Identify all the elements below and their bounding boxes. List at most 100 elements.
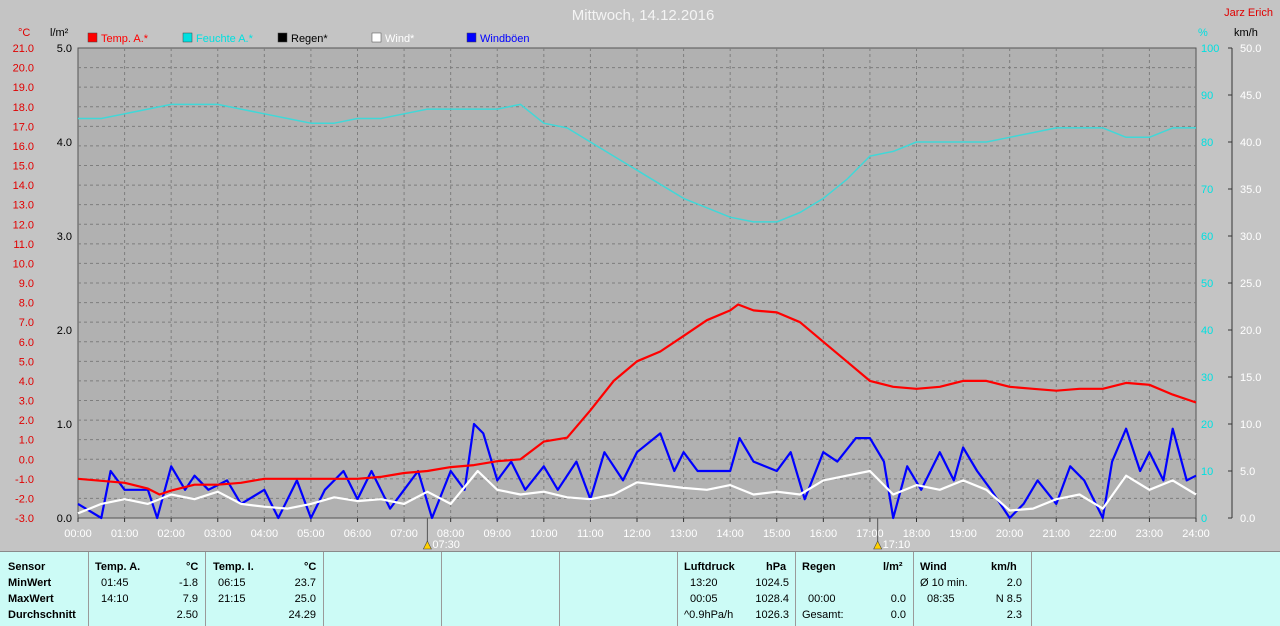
wind-unit: km/h: [991, 561, 1017, 573]
temp-tick-label: 2.0: [19, 415, 34, 427]
temp-tick-label: 14.0: [13, 180, 34, 192]
temp-tick-label: 18.0: [13, 102, 34, 114]
humidity-tick-label: 30: [1201, 372, 1213, 384]
pressure-min-value: 1024.5: [755, 577, 789, 589]
humidity-tick-label: 70: [1201, 184, 1213, 196]
temp-tick-label: -1.0: [15, 474, 34, 486]
temp-tick-label: 4.0: [19, 376, 34, 388]
temp-a-max-value: 7.9: [182, 593, 198, 605]
legend-label: Regen*: [291, 33, 328, 45]
temp-i-avg-value: 24.29: [288, 609, 316, 621]
wind-tick-label: 10.0: [1240, 419, 1261, 431]
rain-unit: l/m²: [883, 561, 903, 573]
temp-i-unit: °C: [304, 561, 317, 573]
wind-avg-value: 2.0: [1006, 577, 1022, 589]
x-tick-label: 09:00: [483, 528, 511, 540]
temp-tick-label: 11.0: [13, 239, 34, 251]
temp-unit-label: °C: [18, 27, 30, 39]
temp-tick-label: 16.0: [13, 141, 34, 153]
humidity-tick-label: 100: [1201, 43, 1219, 55]
temp-tick-label: 19.0: [13, 82, 34, 94]
x-tick-label: 03:00: [204, 528, 232, 540]
x-tick-label: 20:00: [996, 528, 1024, 540]
sunset-label: 17:10: [883, 539, 911, 551]
temp-tick-label: 6.0: [19, 337, 34, 349]
temp-tick-label: -2.0: [15, 493, 34, 505]
rain-total-label: Gesamt:: [802, 609, 844, 621]
x-tick-label: 00:00: [64, 528, 92, 540]
x-tick-label: 04:00: [251, 528, 279, 540]
temp-tick-label: 1.0: [19, 435, 34, 447]
humidity-tick-label: 80: [1201, 137, 1213, 149]
legend-swatch: [466, 32, 477, 43]
legend-label: Feuchte A.*: [196, 33, 254, 45]
rain-tick-label: 5.0: [57, 43, 72, 55]
legend: Temp. A.* Feuchte A.* Regen* Wind* Windböen: [87, 32, 530, 45]
x-tick-label: 21:00: [1042, 528, 1070, 540]
minwert-label: MinWert: [8, 577, 52, 589]
rain-value: 0.0: [890, 593, 906, 605]
pressure-min-time: 13:20: [690, 577, 718, 589]
wind-tick-label: 25.0: [1240, 278, 1261, 290]
temp-tick-label: 13.0: [13, 200, 34, 212]
wind-tick-label: 40.0: [1240, 137, 1261, 149]
temp-a-max-time: 14:10: [101, 593, 129, 605]
x-tick-label: 05:00: [297, 528, 325, 540]
temp-tick-label: 12.0: [13, 219, 34, 231]
legend-swatch: [371, 32, 382, 43]
x-tick-label: 12:00: [623, 528, 651, 540]
temp-a-avg-value: 2.50: [176, 609, 198, 621]
x-tick-label: 15:00: [763, 528, 791, 540]
temp-a-min-time: 01:45: [101, 577, 129, 589]
humidity-tick-label: 0: [1201, 513, 1207, 525]
temp-tick-label: 8.0: [19, 298, 34, 310]
temp-i-min-time: 06:15: [218, 577, 246, 589]
x-tick-label: 14:00: [716, 528, 744, 540]
temp-tick-label: 15.0: [13, 161, 34, 173]
legend-label: Temp. A.*: [101, 33, 149, 45]
pressure-max-value: 1028.4: [755, 593, 789, 605]
legend-swatch: [87, 32, 98, 43]
wind-mean-value: 2.3: [1006, 609, 1022, 621]
rain-tick-label: 0.0: [57, 513, 72, 525]
x-tick-label: 01:00: [111, 528, 139, 540]
author-label: Jarz Erich: [1224, 7, 1273, 19]
rain-tick-label: 2.0: [57, 325, 72, 337]
x-tick-label: 17:00: [856, 528, 884, 540]
temp-tick-label: 21.0: [13, 43, 34, 55]
sensor-header: Sensor: [8, 561, 46, 573]
wind-tick-label: 50.0: [1240, 43, 1261, 55]
sunset-icon: [873, 540, 883, 550]
temp-i-max-time: 21:15: [218, 593, 246, 605]
axes: 00:00 01:00 02:00 03:00 04:00 05:00 06:00 07:00…: [13, 43, 1262, 540]
wind-max-time: 08:35: [927, 593, 955, 605]
rain-total-value: 0.0: [890, 609, 906, 621]
series-line-temp-a: [77, 303, 1197, 496]
x-tick-label: 23:00: [1136, 528, 1164, 540]
humidity-tick-label: 10: [1201, 466, 1213, 478]
wind-tick-label: 20.0: [1240, 325, 1261, 337]
sun-markers: 07:30 17:10: [422, 518, 911, 551]
summary-panel: Sensor MinWert MaxWert Durchschnitt Temp…: [0, 551, 1280, 626]
sunrise-label: 07:30: [432, 539, 460, 551]
temp-tick-label: -3.0: [15, 513, 34, 525]
durchschnitt-label: Durchschnitt: [8, 609, 76, 621]
humidity-unit-label: %: [1198, 27, 1208, 39]
temp-i-header: Temp. I.: [213, 561, 254, 573]
series-line-feuchte-a: [78, 103, 1196, 223]
wind-tick-label: 35.0: [1240, 184, 1261, 196]
temp-a-header: Temp. A.: [95, 561, 141, 573]
legend-swatch: [277, 32, 288, 43]
wind-tick-label: 0.0: [1240, 513, 1255, 525]
chart-title: Mittwoch, 14.12.2016: [572, 7, 715, 24]
temp-tick-label: 3.0: [19, 396, 34, 408]
temp-tick-label: 17.0: [13, 121, 34, 133]
temp-tick-label: 10.0: [13, 258, 34, 270]
rain-unit-label: l/m²: [50, 27, 69, 39]
wind-tick-label: 15.0: [1240, 372, 1261, 384]
x-tick-label: 07:00: [390, 528, 418, 540]
x-tick-label: 08:00: [437, 528, 465, 540]
legend-label: Windböen: [480, 33, 530, 45]
temp-tick-label: 7.0: [19, 317, 34, 329]
humidity-tick-label: 40: [1201, 325, 1213, 337]
